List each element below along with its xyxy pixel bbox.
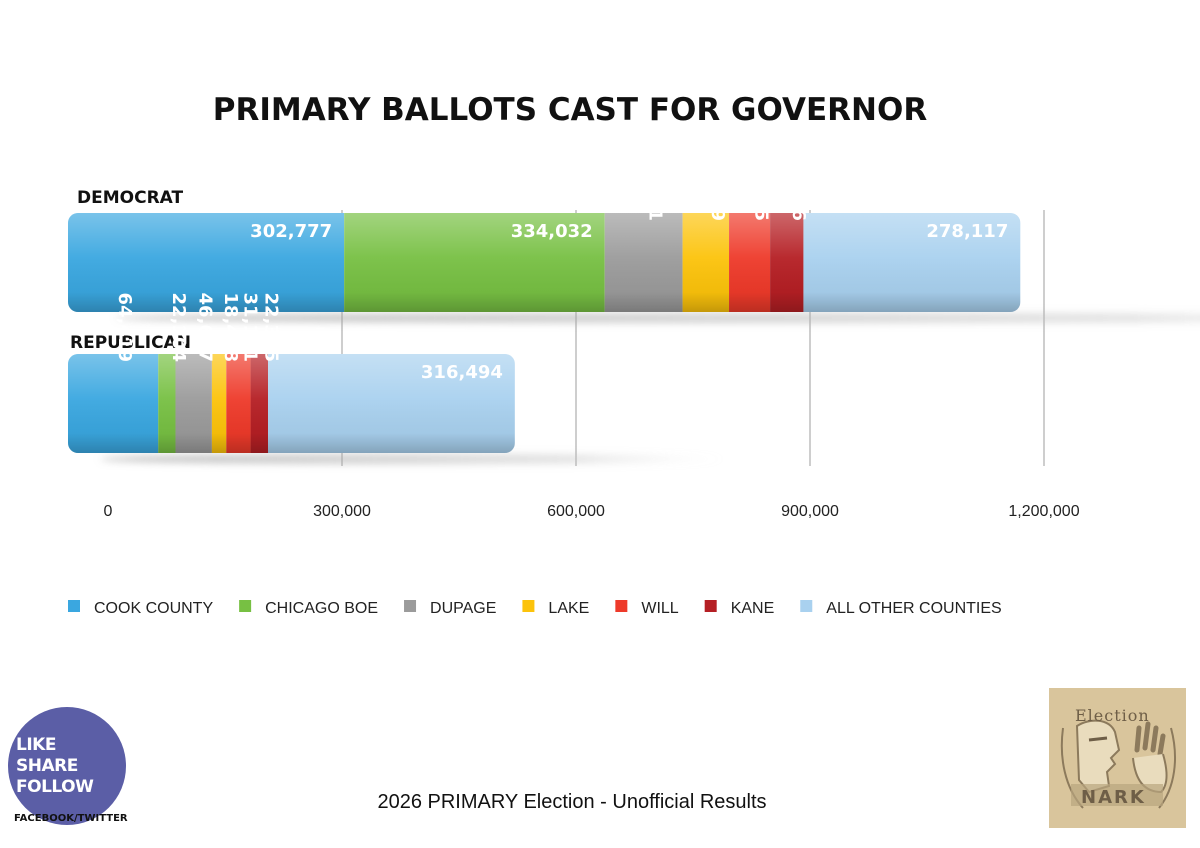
data-label: 22,395: [260, 293, 281, 362]
legend-label: COOK COUNTY: [94, 600, 213, 617]
legend-label: LAKE: [548, 600, 589, 617]
legend-label: CHICAGO BOE: [265, 600, 378, 617]
promo-like: LIKE: [16, 734, 56, 755]
legend-swatch: [68, 600, 80, 612]
data-label: 64,419: [114, 293, 135, 362]
bar-gloss: [68, 354, 515, 453]
x-tick-label: 300,000: [313, 503, 371, 520]
bars: 302,777 334,032 99,851 59,539 52,625 42,766 27…: [68, 152, 1200, 464]
logo-face-art: [1060, 719, 1176, 809]
data-label: 46,677: [195, 293, 216, 362]
footer-caption: 2026 PRIMARY Election - Unofficial Resul…: [377, 791, 766, 813]
logo-word-election: Election: [1075, 706, 1150, 725]
legend-label: WILL: [641, 600, 678, 617]
promo-share: SHARE: [16, 755, 78, 776]
data-label: 302,777: [250, 221, 332, 242]
legend-item-dupage: DUPAGE: [404, 600, 496, 617]
promo-follow: FOLLOW: [16, 776, 94, 797]
legend-item-lake: LAKE: [522, 600, 589, 617]
legend-swatch: [615, 600, 628, 612]
legend-label: KANE: [731, 600, 775, 617]
legend-item-kane: KANE: [704, 600, 775, 617]
legend-label: ALL OTHER COUNTIES: [826, 600, 1001, 617]
data-label: 18,458: [220, 293, 241, 362]
logo-word-nark: NARK: [1081, 787, 1146, 808]
x-tick-label: 900,000: [781, 503, 839, 520]
chart-title: PRIMARY BALLOTS CAST FOR GOVERNOR: [213, 92, 928, 128]
data-label: 278,117: [926, 221, 1008, 242]
data-label: 316,494: [421, 362, 503, 383]
x-axis-ticks: 0 300,000 600,000 900,000 1,200,000: [104, 503, 1080, 520]
legend-swatch: [522, 600, 535, 612]
data-label: 334,032: [511, 221, 593, 242]
legend-item-will: WILL: [615, 600, 679, 617]
bar-democrat: 302,777 334,032 99,851 59,539 52,625 42,766 27…: [68, 152, 1200, 323]
data-label: 31,111: [239, 293, 260, 362]
category-label-republican: REPUBLICAN: [70, 333, 191, 353]
legend-swatch: [239, 600, 252, 612]
election-nark-logo: Election NARK: [1049, 688, 1186, 828]
legend-swatch: [704, 600, 717, 612]
data-label: 59,539: [707, 152, 728, 221]
legend-item-cook-county: COOK COUNTY: [68, 600, 213, 617]
legend-item-all-other-counties: ALL OTHER COUNTIES: [800, 600, 1002, 617]
legend-swatch: [404, 600, 417, 612]
legend: COOK COUNTY CHICAGO BOE DUPAGE LAKE WILL KANE…: [68, 600, 1002, 617]
x-tick-label: 600,000: [547, 503, 605, 520]
legend-item-chicago-boe: CHICAGO BOE: [239, 600, 378, 617]
category-label-democrat: DEMOCRAT: [77, 188, 183, 208]
data-label: 22,104: [168, 293, 189, 362]
bar-gloss: [68, 213, 1021, 312]
data-label: 99,851: [645, 152, 666, 221]
legend-swatch: [800, 600, 813, 612]
bar-shadow: [100, 454, 727, 464]
data-label: 42,766: [788, 152, 809, 221]
bar-shadow: [115, 313, 1200, 323]
x-tick-label: 1,200,000: [1008, 503, 1079, 520]
promo-platforms: FACEBOOK/TWITTER: [14, 813, 128, 824]
data-label: 52,625: [751, 152, 772, 221]
x-tick-label: 0: [104, 503, 113, 520]
legend-label: DUPAGE: [430, 600, 496, 617]
like-share-follow-badge[interactable]: LIKE SHARE FOLLOW: [8, 707, 126, 825]
